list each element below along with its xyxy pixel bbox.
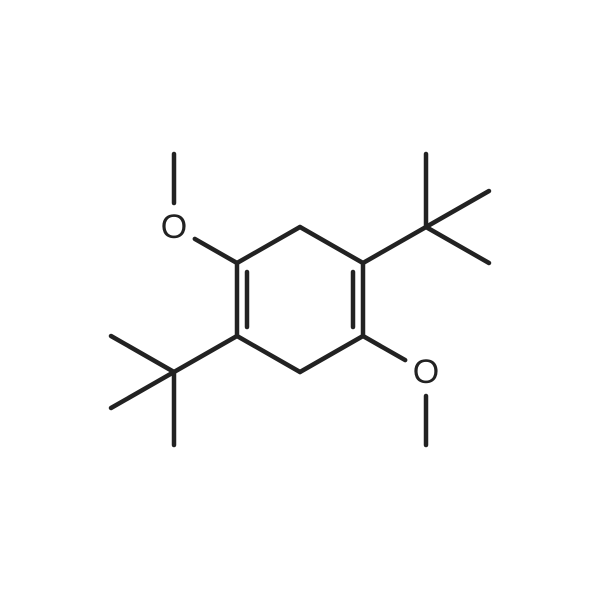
bond-line xyxy=(111,372,174,408)
bond-line xyxy=(300,336,363,372)
bond-line xyxy=(426,227,489,263)
bond-line xyxy=(237,336,300,372)
bond-line xyxy=(300,227,363,263)
bond-line xyxy=(237,227,300,263)
bond-line xyxy=(195,239,237,263)
bond-line xyxy=(174,336,237,372)
bond-line xyxy=(111,336,174,372)
bond-line xyxy=(426,191,489,227)
atom-label-o: O xyxy=(413,353,439,391)
atom-label-o: O xyxy=(161,208,187,246)
chemical-structure: OO xyxy=(0,0,600,600)
bond-line xyxy=(363,227,426,263)
bond-line xyxy=(363,336,405,360)
